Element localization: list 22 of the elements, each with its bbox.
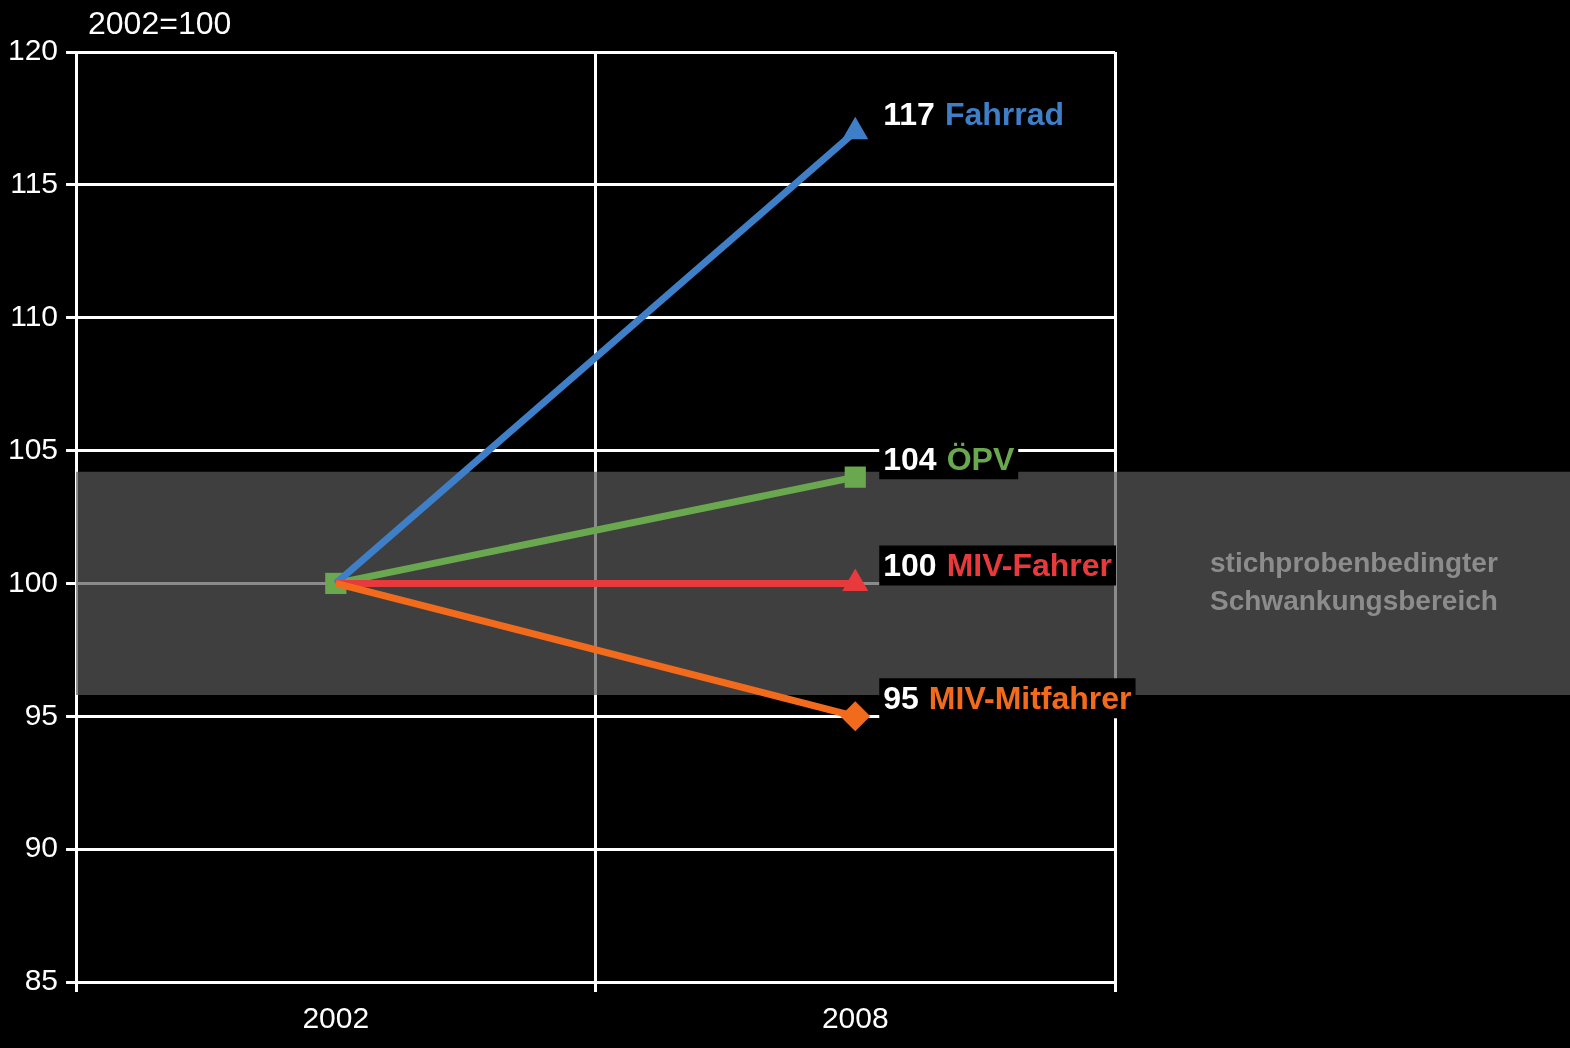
series-label: MIV-Mitfahrer	[928, 680, 1132, 717]
text: ÖPV	[946, 440, 1015, 477]
text: MIV-Fahrer	[946, 547, 1113, 584]
x-tick-label: 2008	[821, 1001, 889, 1035]
data-label: 100	[883, 547, 937, 584]
y-tick-label: 95	[24, 697, 59, 731]
text: Fahrrad	[944, 95, 1065, 132]
y-tick-label: 85	[24, 963, 59, 997]
y-tick-label: 120	[7, 33, 59, 67]
x-tick-label: 2002	[302, 1001, 370, 1035]
point	[840, 701, 871, 732]
data-label: 104	[883, 440, 937, 477]
y-axis-title: 2002=100	[88, 5, 232, 41]
y-tick-label: 100	[7, 564, 59, 598]
y-tick-label: 90	[24, 830, 59, 864]
y-tick-label: 110	[10, 298, 59, 332]
point	[844, 466, 866, 488]
data-label: 95	[883, 680, 919, 717]
y-tick-label: 115	[10, 166, 59, 200]
band-label: stichprobenbedingter Schwankungsbereich	[1210, 547, 1498, 617]
data-label: 117	[883, 95, 935, 132]
y-tick-label: 105	[7, 431, 59, 465]
